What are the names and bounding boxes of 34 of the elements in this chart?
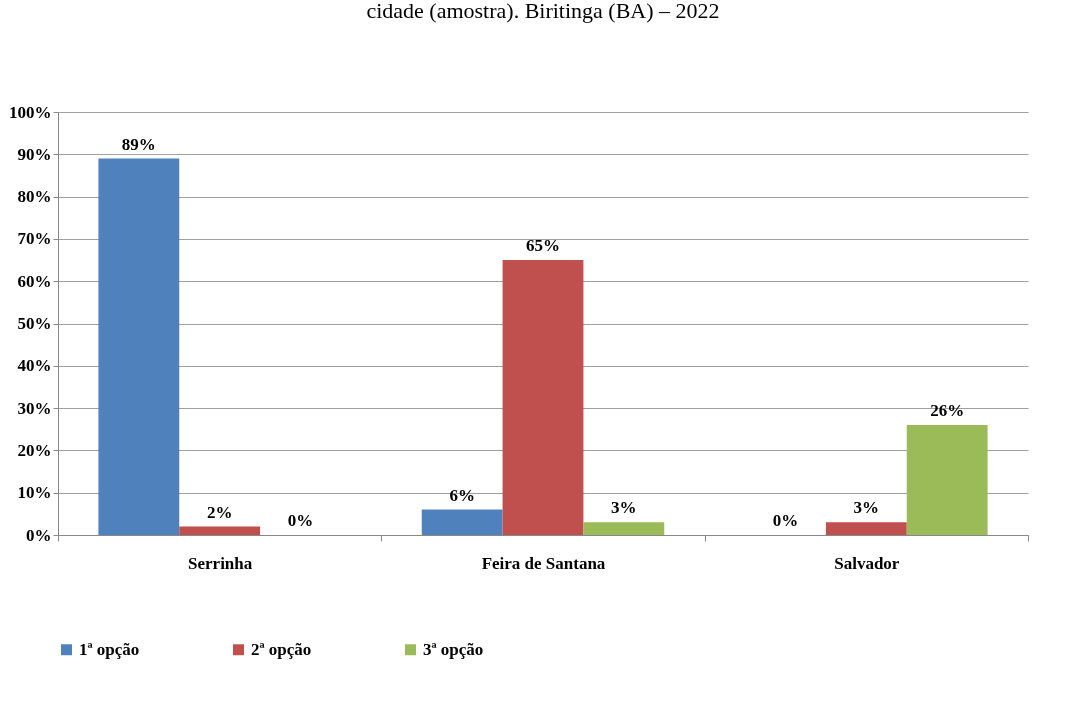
bar — [421, 509, 503, 535]
x-tick-label: Feira de Santana — [481, 553, 606, 573]
chart-title: cidade (amostra). Biritinga (BA) – 2022 — [366, 0, 720, 23]
x-tick-label: Serrinha — [188, 553, 253, 573]
text: 89% — [121, 134, 156, 154]
bar — [502, 260, 584, 535]
text: 26% — [930, 401, 965, 421]
y-tick-label: 0% — [26, 525, 52, 545]
text: 0% — [287, 511, 314, 530]
bar — [825, 522, 907, 535]
y-tick-label: 90% — [17, 144, 52, 164]
bar — [98, 158, 180, 535]
y-tick-label: 50% — [17, 314, 52, 333]
y-tick-label: 30% — [17, 398, 52, 418]
legend-label: 3ª opção — [423, 639, 484, 659]
legend-label: 2ª opção — [251, 639, 312, 659]
text: 2% — [206, 502, 233, 522]
x-tick-label: Salvador — [834, 553, 900, 573]
y-tick-label: 100% — [9, 102, 52, 122]
bar — [583, 522, 665, 535]
bar — [179, 526, 261, 535]
text: 65% — [526, 236, 560, 256]
bar — [906, 425, 988, 535]
text: 3% — [853, 498, 880, 518]
text: 6% — [449, 485, 475, 505]
text: 3% — [611, 498, 637, 518]
y-tick-label: 70% — [17, 229, 52, 249]
y-tick-label: 80% — [17, 187, 52, 207]
legend-label: 1ª opção — [79, 639, 140, 659]
y-tick-label: 10% — [17, 483, 52, 503]
text: 0% — [772, 511, 799, 530]
y-tick-label: 20% — [17, 440, 52, 460]
y-tick-label: 40% — [17, 356, 52, 376]
y-tick-label: 60% — [17, 271, 52, 291]
